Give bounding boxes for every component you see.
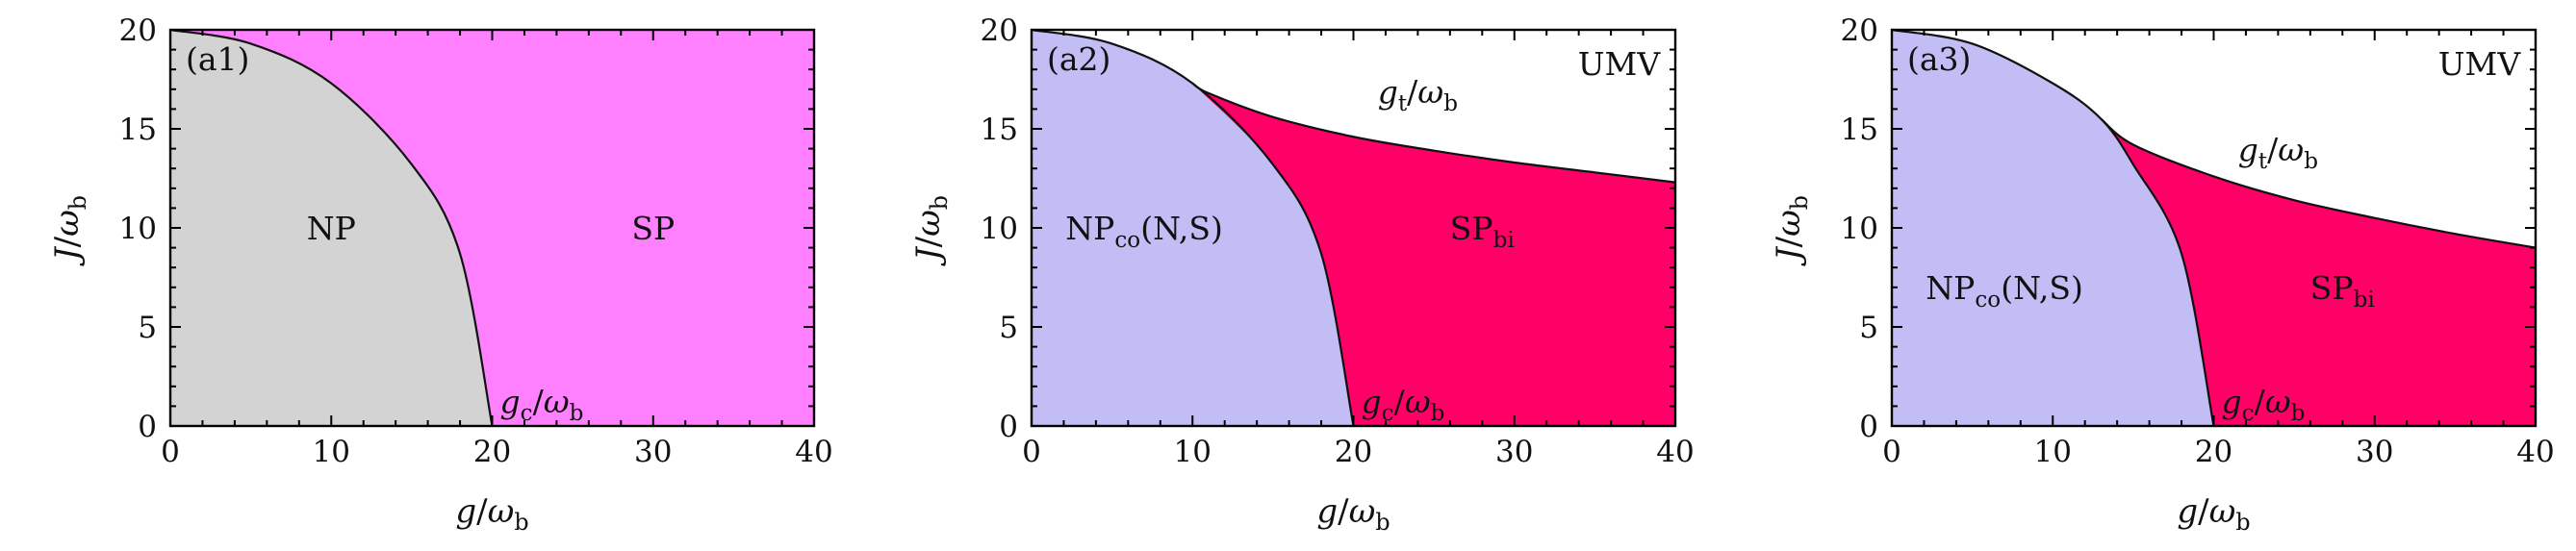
region-label-sp: SP xyxy=(631,210,675,247)
x-tick-label: 30 xyxy=(634,435,672,469)
x-tick-label: 20 xyxy=(2195,435,2232,469)
x-axis-label: g/ωb xyxy=(1316,492,1390,536)
x-tick-label: 10 xyxy=(1174,435,1211,469)
y-axis-label: J/ωb xyxy=(1770,195,1813,266)
region-label-np: NPco(N,S) xyxy=(1926,269,2083,313)
boundary-gt-curve xyxy=(2100,117,2537,249)
x-tick-label: 10 xyxy=(2034,435,2072,469)
y-tick-label: 15 xyxy=(1841,113,1878,147)
y-tick-label: 5 xyxy=(999,311,1018,345)
x-tick-label: 0 xyxy=(161,435,180,469)
x-axis-label: g/ωb xyxy=(455,492,528,536)
y-tick-label: 0 xyxy=(1859,410,1878,444)
y-tick-label: 15 xyxy=(119,113,157,147)
y-tick-label: 20 xyxy=(119,13,157,48)
y-axis-label: J/ωb xyxy=(909,195,953,266)
region-label-np: NPco(N,S) xyxy=(1065,210,1223,253)
y-tick-label: 20 xyxy=(1841,13,1878,48)
x-tick-label: 10 xyxy=(313,435,350,469)
region-label-np: NP xyxy=(307,210,356,247)
x-tick-label: 0 xyxy=(1022,435,1041,469)
x-tick-label: 20 xyxy=(1335,435,1372,469)
x-axis-label: g/ωb xyxy=(2177,492,2250,536)
panel-tag: (a3) xyxy=(1907,40,1971,78)
region-sp-bi xyxy=(1192,83,1675,427)
boundary-label-gc: gc/ωb xyxy=(500,383,584,426)
region-label-umv: UMV xyxy=(2438,45,2522,83)
boundary-gc-curve xyxy=(169,28,494,427)
y-tick-label: 15 xyxy=(981,113,1018,147)
y-tick-label: 10 xyxy=(981,212,1018,246)
x-tick-label: 40 xyxy=(795,435,832,469)
x-tick-label: 30 xyxy=(2356,435,2393,469)
panel-tag: (a1) xyxy=(186,40,249,78)
panel-3: 0 10 20 30 40 0 5 10 15 20 g/ωb J/ωb (a3) NPco(N,S) SP… xyxy=(1770,13,2555,536)
boundary-label-gc: gc/ωb xyxy=(1362,383,1445,426)
y-tick-label: 20 xyxy=(981,13,1018,48)
x-tick-label: 40 xyxy=(2516,435,2554,469)
y-tick-label: 0 xyxy=(999,410,1018,444)
x-tick-label: 0 xyxy=(1882,435,1901,469)
y-tick-label: 10 xyxy=(1841,212,1878,246)
region-sp-bi xyxy=(2101,118,2536,426)
x-tick-label: 20 xyxy=(473,435,511,469)
x-tick-label: 30 xyxy=(1495,435,1533,469)
region-sp xyxy=(170,30,814,426)
boundary-label-gc: gc/ωb xyxy=(2222,383,2306,426)
boundary-gc-curve xyxy=(1031,28,1355,427)
region-np xyxy=(170,30,493,426)
region-np xyxy=(1892,30,2214,426)
region-label-umv: UMV xyxy=(1578,45,1662,83)
boundary-gc-curve xyxy=(1891,28,2215,427)
y-tick-label: 5 xyxy=(138,311,157,345)
boundary-label-gt: gt/ωb xyxy=(2238,131,2318,174)
y-axis-label: J/ωb xyxy=(48,195,91,266)
region-label-sp: SPbi xyxy=(1450,210,1515,253)
boundary-label-gt: gt/ωb xyxy=(1378,73,1458,116)
boundary-gt-curve xyxy=(1191,82,1676,184)
x-tick-label: 40 xyxy=(1656,435,1694,469)
region-np xyxy=(1032,30,1354,426)
panel-tag: (a2) xyxy=(1047,40,1110,78)
panel-2: 0 10 20 30 40 0 5 10 15 20 g/ωb J/ωb (a2) NPco(N,S) SP… xyxy=(909,13,1695,536)
region-label-sp: SPbi xyxy=(2310,269,2375,313)
y-tick-label: 10 xyxy=(119,212,157,246)
panel-1: 0 10 20 30 40 0 5 10 15 20 g/ωb J/ωb (a1) NP SP gc/ωb xyxy=(48,13,833,536)
y-tick-label: 0 xyxy=(138,410,157,444)
y-tick-label: 5 xyxy=(1859,311,1878,345)
